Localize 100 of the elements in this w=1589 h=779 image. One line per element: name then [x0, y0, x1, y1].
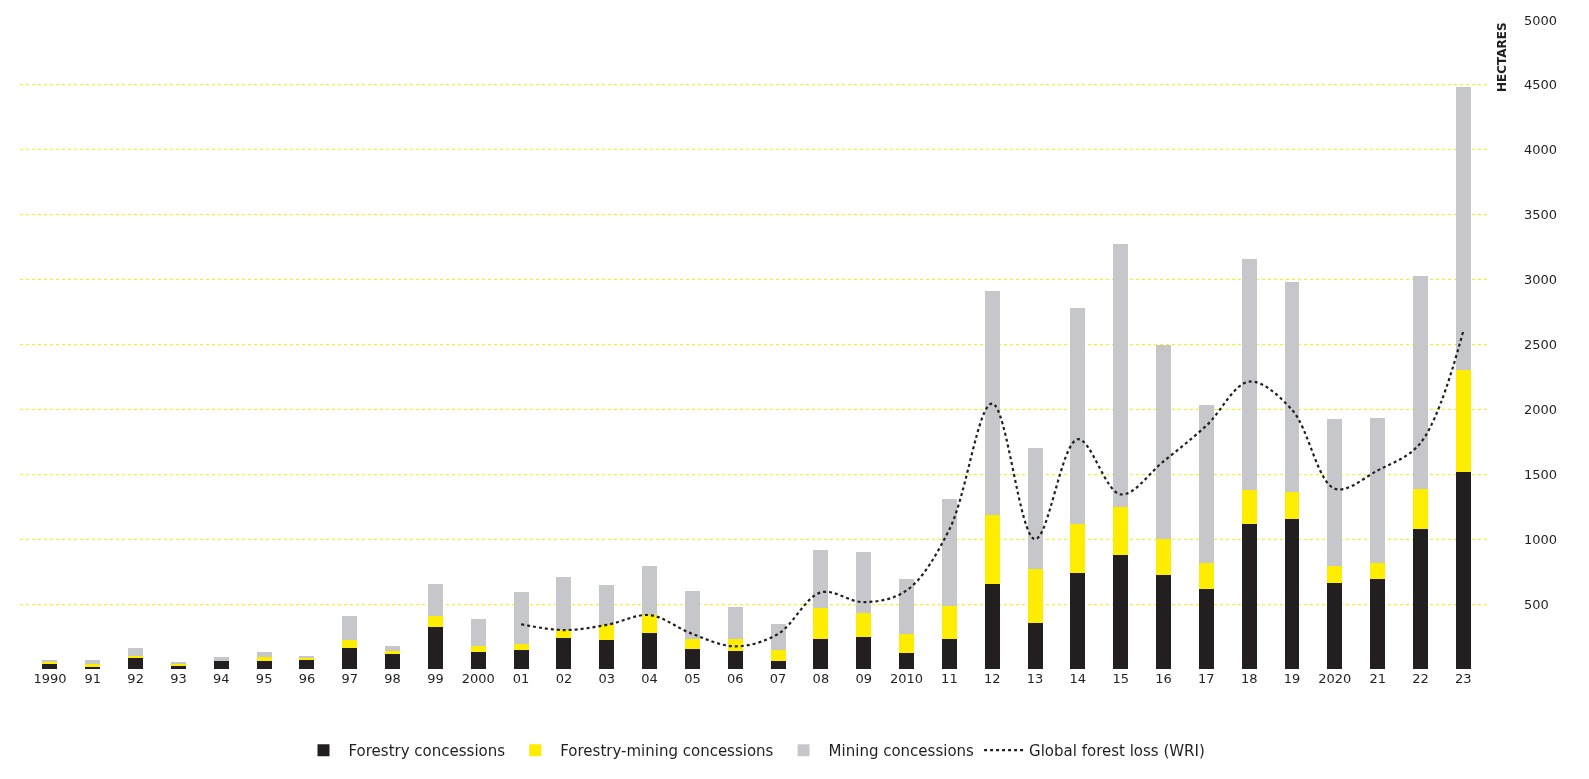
x-tick-label: 11: [941, 671, 958, 686]
bar: [1070, 572, 1086, 669]
bar: [727, 651, 743, 669]
y-tick-label: 1500: [1524, 466, 1558, 482]
x-tick-label: 15: [1112, 671, 1129, 686]
x-tick-label: 09: [855, 671, 872, 686]
bar: [1113, 554, 1129, 669]
x-tick-label: 99: [427, 671, 444, 686]
bar: [599, 640, 615, 669]
x-tick-label: 18: [1240, 671, 1258, 686]
bar: [941, 606, 957, 639]
bar: [642, 632, 658, 669]
bar: [1070, 307, 1086, 524]
bar: [1027, 622, 1043, 669]
bar: [642, 615, 658, 633]
bar: [427, 626, 443, 669]
y-tick-label: 1000: [1524, 531, 1558, 547]
bar: [1027, 447, 1043, 570]
bar: [556, 577, 572, 631]
y-tick-label: 4000: [1524, 142, 1558, 158]
bar: [1241, 259, 1257, 490]
bar: [770, 660, 786, 669]
bar: [1455, 472, 1471, 669]
legend-label: Mining concessions: [828, 742, 975, 760]
x-tick-label: 21: [1369, 671, 1386, 686]
x-tick-label: 16: [1155, 671, 1172, 686]
x-tick-label: 96: [298, 671, 316, 686]
bar: [899, 578, 915, 634]
y-tick-label: 2000: [1524, 401, 1558, 417]
x-tick-label: 17: [1198, 671, 1215, 686]
x-tick-label: 06: [726, 671, 744, 686]
line-series: [519, 329, 1465, 648]
bar: [513, 649, 529, 669]
bar: [513, 644, 529, 650]
x-tick-label: 2020: [1318, 671, 1352, 686]
bar: [1070, 523, 1086, 573]
x-tick-label: 97: [341, 671, 359, 686]
bar: [342, 615, 358, 640]
bar: [813, 639, 829, 669]
x-tick-label: 19: [1283, 671, 1301, 686]
bar: [1113, 243, 1129, 507]
x-tick-label: 91: [84, 671, 102, 686]
bar: [684, 591, 700, 640]
bar: [1327, 565, 1343, 583]
bar: [727, 607, 743, 639]
y-tick-label: 3500: [1524, 207, 1558, 223]
bar: [1156, 345, 1171, 540]
legend-label: Forestry-mining concessions: [560, 742, 774, 760]
bar: [899, 633, 915, 654]
bar: [770, 649, 786, 661]
bar: [1455, 86, 1471, 371]
legend-label: Forestry concessions: [348, 742, 506, 760]
bar: [813, 607, 829, 640]
bar: [556, 630, 572, 638]
bar: [1284, 491, 1300, 520]
bar: [941, 498, 957, 607]
bar: [427, 583, 443, 617]
x-tick-label: 12: [983, 671, 1001, 686]
bar: [1370, 563, 1386, 580]
bar: [1198, 404, 1214, 563]
bar: [599, 624, 615, 641]
x-tick-label: 23: [1455, 671, 1472, 686]
bar: [770, 623, 786, 650]
y-tick-label: 3000: [1524, 272, 1558, 288]
y-axis-title: HECTARES: [1495, 22, 1509, 92]
bar: [213, 661, 229, 669]
bar: [385, 651, 401, 654]
bar: [1370, 579, 1386, 669]
bar: [1284, 282, 1300, 492]
x-tick-label: 14: [1069, 671, 1087, 686]
bar: [256, 661, 272, 669]
bar: [256, 657, 272, 662]
bar: [128, 647, 144, 657]
bar: [427, 616, 443, 627]
x-tick-label: 05: [684, 671, 701, 686]
x-tick-label: 08: [812, 671, 830, 686]
bar: [299, 659, 315, 669]
bar: [1412, 489, 1428, 529]
bar: [1198, 588, 1214, 669]
bar: [1027, 569, 1043, 623]
bar: [342, 647, 358, 669]
bar: [1284, 519, 1300, 669]
bar: [385, 653, 401, 669]
y-tick-label: 2500: [1524, 337, 1558, 353]
bar: [684, 639, 700, 649]
bar: [556, 637, 572, 669]
bar: [470, 652, 486, 669]
bar: [1156, 574, 1171, 669]
bar: [856, 551, 872, 613]
bar: [513, 592, 529, 645]
x-tick-label: 03: [598, 671, 616, 686]
x-tick-label: 07: [769, 671, 787, 686]
x-tick-label: 02: [555, 671, 573, 686]
bar: [642, 565, 658, 616]
x-tick-label: 94: [213, 671, 230, 686]
bar: [856, 612, 872, 638]
x-tick-label: 93: [170, 671, 187, 686]
x-tick-label: 1990: [33, 671, 67, 686]
bar: [342, 639, 358, 648]
bar: [470, 619, 486, 647]
